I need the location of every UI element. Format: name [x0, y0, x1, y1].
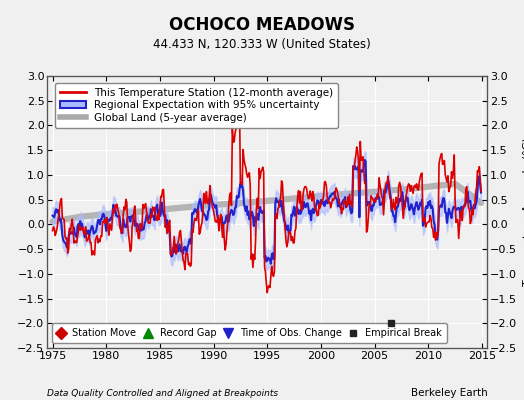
Legend: Station Move, Record Gap, Time of Obs. Change, Empirical Break: Station Move, Record Gap, Time of Obs. C…: [52, 324, 446, 343]
Text: Data Quality Controlled and Aligned at Breakpoints: Data Quality Controlled and Aligned at B…: [47, 389, 278, 398]
Text: OCHOCO MEADOWS: OCHOCO MEADOWS: [169, 16, 355, 34]
Text: Berkeley Earth: Berkeley Earth: [411, 388, 487, 398]
Y-axis label: Temperature Anomaly (°C): Temperature Anomaly (°C): [523, 138, 524, 286]
Text: 44.433 N, 120.333 W (United States): 44.433 N, 120.333 W (United States): [153, 38, 371, 51]
